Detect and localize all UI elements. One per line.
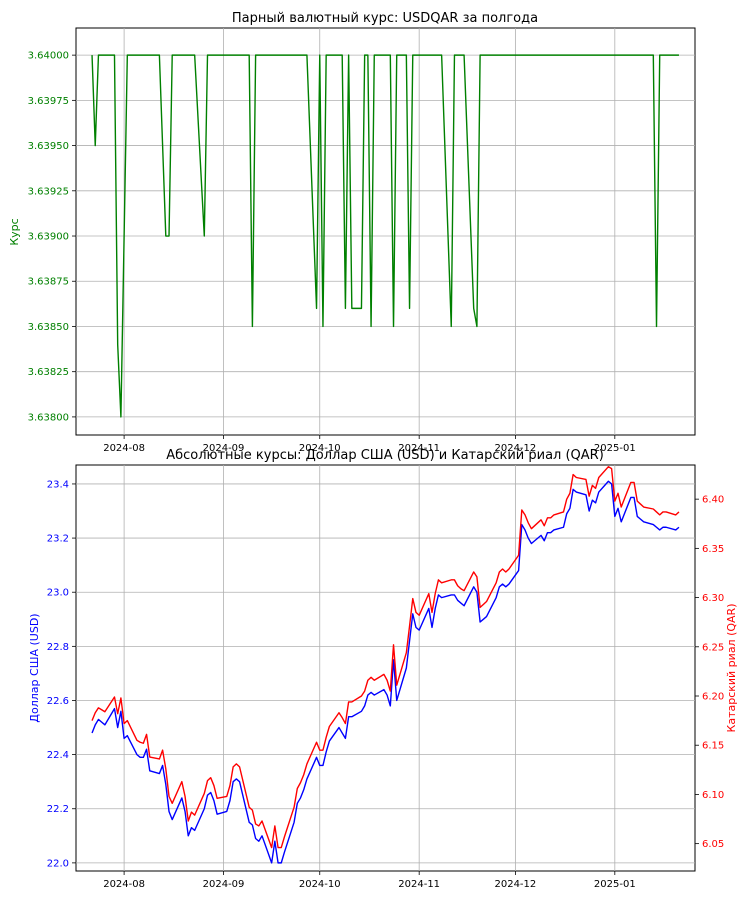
x-tick-label: 2024-10: [299, 443, 341, 454]
y-tick-label: 22.4: [47, 750, 69, 761]
y-axis-label: Курс: [8, 218, 21, 245]
y2-tick-label: 6.10: [702, 790, 724, 801]
x-tick-label: 2024-08: [103, 879, 145, 890]
gridlines: [76, 28, 695, 435]
y-tick-label: 23.2: [47, 534, 69, 545]
x-tick-label: 2024-08: [103, 443, 145, 454]
y-tick-label: 22.2: [47, 804, 69, 815]
y-tick-label: 3.63900: [28, 232, 69, 243]
y-tick-label: 22.6: [47, 696, 69, 707]
y2-tick-label: 6.35: [702, 544, 724, 555]
y-tick-label: 3.63800: [28, 412, 69, 423]
y-tick-label: 23.4: [47, 479, 69, 490]
chart-title: Абсолютные курсы: Доллар США (USD) и Кат…: [166, 448, 604, 463]
y-tick-label: 3.63825: [28, 367, 69, 378]
y-tick-label: 22.8: [47, 642, 69, 653]
x-axis-ticks: 2024-08 2024-09 2024-10 2024-11 2024-12 2025-…: [103, 871, 636, 890]
y2-tick-label: 6.30: [702, 593, 724, 604]
chart-absolute-rates-panel: Абсолютные курсы: Доллар США (USD) и Кат…: [28, 448, 738, 890]
x-tick-label: 2024-09: [203, 879, 245, 890]
y-tick-label: 3.64000: [28, 51, 69, 62]
y-tick-label: 3.63950: [28, 141, 69, 152]
y2-tick-label: 6.20: [702, 692, 724, 703]
series-group: [91, 465, 680, 864]
y-axis-label-qar: Катарский риал (QAR): [725, 604, 738, 733]
y-axis-ticks-qar: 6.05 6.10 6.15 6.20 6.25 6.30 6.35 6.40: [695, 495, 724, 850]
x-tick-label: 2025-01: [594, 443, 636, 454]
chart-title: Парный валютный курс: USDQAR за полгода: [232, 11, 538, 26]
x-tick-label: 2024-09: [203, 443, 245, 454]
gridlines: [76, 465, 695, 871]
x-tick-label: 2024-12: [494, 443, 536, 454]
y-tick-label: 3.63850: [28, 322, 69, 333]
plot-area-frame: [75, 464, 696, 872]
y-tick-label: 3.63925: [28, 186, 69, 197]
series-line-usd: [91, 480, 680, 864]
y-axis-label-usd: Доллар США (USD): [28, 613, 41, 722]
x-axis-ticks: 2024-08 2024-09 2024-10 2024-11 2024-12 2025-…: [103, 435, 636, 454]
x-tick-label: 2024-10: [299, 879, 341, 890]
x-tick-label: 2025-01: [594, 879, 636, 890]
chart-exchange-rate-panel: Парный валютный курс: USDQAR за полгода …: [8, 11, 696, 454]
series-group: [91, 54, 679, 418]
series-line-usdqar: [91, 54, 679, 418]
y2-tick-label: 6.40: [702, 495, 724, 506]
y-tick-label: 22.0: [47, 858, 69, 869]
plot-area-frame: [75, 27, 696, 436]
x-tick-label: 2024-11: [398, 443, 440, 454]
y-axis-ticks: 3.63800 3.63825 3.63850 3.63875 3.63900 3.639…: [28, 51, 76, 423]
y-axis-ticks-usd: 22.0 22.2 22.4 22.6 22.8 23.0 23.2 23.4: [47, 479, 76, 869]
y-tick-label: 23.0: [47, 588, 69, 599]
y2-tick-label: 6.25: [702, 642, 724, 653]
y2-tick-label: 6.05: [702, 839, 724, 850]
y2-tick-label: 6.15: [702, 741, 724, 752]
y-tick-label: 3.63975: [28, 96, 69, 107]
series-line-qar: [91, 465, 680, 849]
x-tick-label: 2024-12: [494, 879, 536, 890]
y-tick-label: 3.63875: [28, 277, 69, 288]
x-tick-label: 2024-11: [398, 879, 440, 890]
